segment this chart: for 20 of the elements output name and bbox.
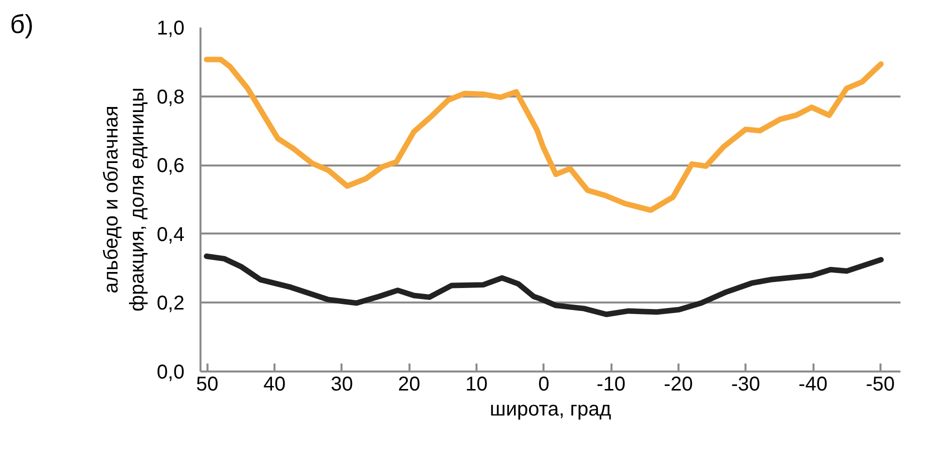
text: б) — [10, 8, 34, 41]
x-tick-label: 40 — [263, 374, 286, 396]
x-tick-label: 50 — [196, 374, 218, 396]
y-tick-label: 0,6 — [156, 155, 185, 178]
x-axis-title: широта, град — [490, 398, 612, 420]
x-tick-label: -40 — [798, 374, 828, 396]
y-tick-label: 0,2 — [156, 292, 185, 315]
x-tick-label: 0 — [538, 374, 550, 396]
y-tick-label: 0,4 — [156, 224, 185, 246]
y-tick-label: 1,0 — [156, 18, 185, 40]
x-tick-label: -50 — [866, 374, 895, 396]
x-tick-label: -20 — [664, 374, 693, 396]
y-tick-label: 0,8 — [156, 86, 185, 108]
x-tick-label: -10 — [596, 374, 626, 396]
x-tick-label: -30 — [731, 374, 760, 396]
x-tick-label: 10 — [465, 374, 488, 396]
y-tick-label: 0,0 — [156, 362, 185, 384]
x-tick-label: 20 — [398, 374, 420, 396]
y-axis-title: альбедо и облачная фракция, доля единицы — [100, 87, 149, 312]
x-tick-label: 30 — [330, 374, 353, 396]
